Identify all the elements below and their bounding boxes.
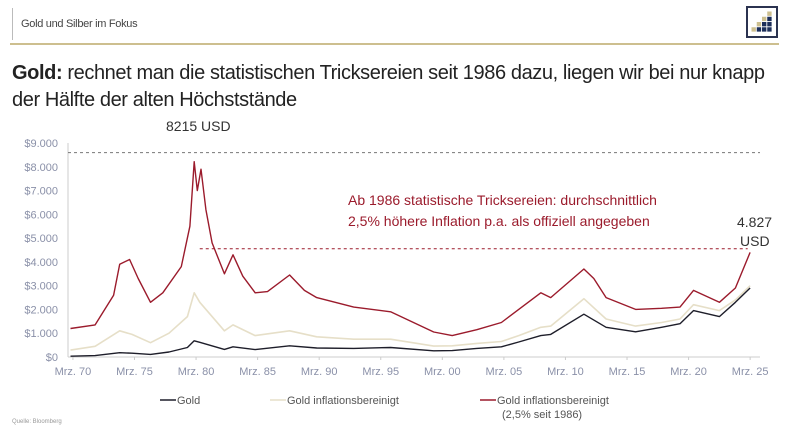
logo-square — [767, 27, 772, 32]
y-tick-label: $4.000 — [24, 257, 58, 269]
series-line-0 — [70, 287, 751, 357]
section-header: Gold und Silber im Fokus — [12, 8, 138, 40]
legend-label-gold-real-25: Gold inflationsbereinigt (2,5% seit 1986) — [497, 395, 609, 421]
x-tick-label: Mrz. 05 — [486, 366, 523, 378]
x-tick-label: Mrz. 70 — [55, 366, 92, 378]
logo-square — [751, 27, 756, 32]
logo-square — [762, 22, 767, 27]
x-tick-label: Mrz. 90 — [301, 366, 338, 378]
y-tick-label: $0 — [46, 352, 58, 364]
series-line-2 — [70, 161, 751, 337]
logo-square — [762, 27, 767, 32]
logo-square — [767, 22, 772, 27]
page-title: Gold: rechnet man die statistischen Tric… — [12, 60, 782, 114]
logo-square — [756, 22, 762, 27]
x-tick-label: Mrz. 95 — [362, 366, 399, 378]
title-bold: Gold: — [12, 62, 63, 84]
x-tick-label: Mrz. 80 — [178, 366, 215, 378]
y-tick-label: $1.000 — [24, 328, 58, 340]
y-tick-label: $5.000 — [24, 233, 58, 245]
y-tick-label: $3.000 — [24, 281, 58, 293]
x-tick-label: Mrz. 25 — [732, 366, 769, 378]
logo-square — [767, 11, 772, 16]
y-tick-label: $8.000 — [24, 162, 58, 174]
logo-square — [756, 27, 762, 32]
legend-label-gold: Gold — [177, 395, 200, 407]
last-unit-label: USD — [740, 233, 770, 249]
x-tick-label: Mrz. 10 — [547, 366, 584, 378]
y-tick-label: $2.000 — [24, 304, 58, 316]
y-tick-label: $7.000 — [24, 186, 58, 198]
note-line1: Ab 1986 statistische Tricksereien: durch… — [348, 192, 657, 208]
x-tick-label: Mrz. 20 — [670, 366, 707, 378]
x-tick-label: Mrz. 75 — [116, 366, 153, 378]
header-divider — [10, 43, 779, 45]
logo-square — [762, 16, 767, 22]
note-line2: 2,5% höhere Inflation p.a. als offiziell… — [348, 213, 650, 229]
last-value-label: 4.827 — [737, 214, 772, 230]
y-tick-label: $9.000 — [24, 138, 58, 150]
logo-square — [767, 16, 772, 22]
x-tick-label: Mrz. 85 — [239, 366, 276, 378]
y-tick-label: $6.000 — [24, 209, 58, 221]
title-text: rechnet man die statistischen Trickserei… — [12, 62, 765, 111]
x-tick-label: Mrz. 15 — [609, 366, 646, 378]
source-note: Quelle: Bloomberg — [12, 419, 62, 425]
peak-label: 8215 USD — [166, 118, 231, 134]
stair-squares-logo — [746, 6, 778, 38]
legend-label-gold-real: Gold inflationsbereinigt — [287, 395, 399, 407]
series-line-1 — [70, 285, 751, 351]
x-tick-label: Mrz. 00 — [424, 366, 461, 378]
